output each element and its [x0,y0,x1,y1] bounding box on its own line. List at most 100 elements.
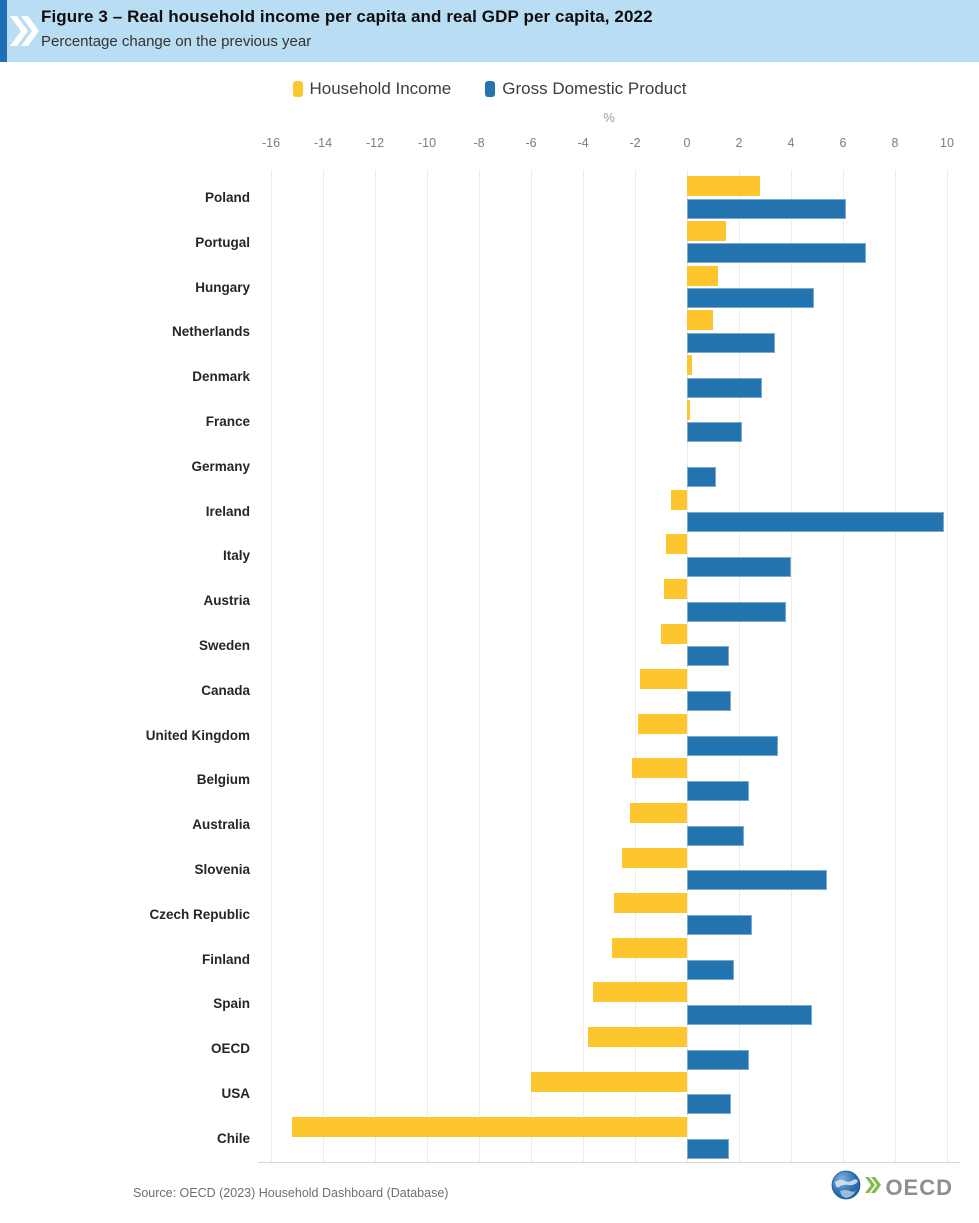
household-income-bar [611,937,687,958]
country-label: Denmark [192,369,250,385]
country-label: Chile [216,1130,250,1146]
country-row: Italy [0,534,979,579]
country-row: France [0,399,979,445]
household-income-bar [640,668,687,689]
gdp-bar [687,556,791,577]
country-row: Slovenia [0,847,979,893]
country-row: Belgium [0,758,979,803]
country-row: Netherlands [0,310,979,355]
legend-item-household-income: Household Income [292,79,452,99]
country-row: Poland [0,176,979,221]
oecd-logo-chevrons-icon [865,1175,882,1200]
country-label: Canada [201,682,250,698]
gdp-bar [687,646,729,667]
bar-rows: Poland Portugal Hungary Netherlands Denmark F… [0,176,979,1162]
axis-tick-label: -6 [525,136,537,150]
household-income-bar [663,579,687,600]
gdp-bar [687,601,786,622]
country-row: Sweden [0,623,979,669]
header-accent-strip [0,0,7,62]
country-label: Sweden [198,637,250,653]
country-row: OECD [0,1027,979,1072]
axis-tick-label: -4 [577,136,589,150]
country-row: Canada [0,668,979,714]
gridline [530,170,532,1162]
axis-tick-label: 8 [891,136,899,150]
axis-tick-label: 2 [735,136,743,150]
gdp-bar [687,467,716,488]
country-label: Poland [204,190,250,205]
legend-label-household-income: Household Income [309,79,452,98]
gdp-bar [687,915,752,936]
axis-tick-label: -10 [417,136,437,150]
oecd-logo-text: OECD [885,1174,953,1200]
country-label: Germany [191,458,250,474]
country-label: Netherlands [171,324,250,340]
axis-tick-label: -16 [261,136,281,150]
gdp-bar [687,243,867,264]
country-row: Australia [0,803,979,848]
household-income-bar [687,265,719,286]
gdp-bar [687,1094,732,1115]
axis-tick-label: -12 [365,136,385,150]
gdp-bar [687,1004,812,1025]
gridline [634,170,636,1162]
axis-tick-label: 0 [683,136,691,150]
country-row: Austria [0,579,979,624]
country-label: Spain [213,996,250,1012]
country-row: Hungary [0,265,979,311]
gridline [374,170,376,1162]
gdp-bar [687,691,732,712]
axis-tick-label: 4 [787,136,795,150]
household-income-bar [588,1027,687,1048]
gridline [426,170,428,1162]
country-row: Portugal [0,220,979,266]
household-income-bar [671,489,687,510]
gridline [738,170,740,1162]
gdp-bar [687,288,815,309]
axis-tick-label: -2 [629,136,641,150]
household-income-bar [593,982,687,1003]
household-income-bar [687,220,726,241]
gdp-bar [687,198,846,219]
country-label: Ireland [205,503,250,519]
household-income-bar [614,892,687,913]
axis-tick-label: 6 [839,136,847,150]
country-label: United Kingdom [145,727,250,743]
household-income-bar [661,623,687,644]
gridline [790,170,792,1162]
country-row: Germany [0,445,979,490]
country-label: OECD [210,1041,250,1057]
household-income-bar [687,310,713,331]
gridline [894,170,896,1162]
figure-subtitle: Percentage change on the previous year [41,33,312,50]
household-income-bar [666,534,687,555]
axis-unit-label: % [603,110,615,125]
gdp-swatch [485,81,496,97]
household-income-bar [531,1071,687,1092]
figure-title: Figure 3 – Real household income per cap… [41,7,653,26]
axis-tick-label: -8 [473,136,485,150]
gdp-bar [687,960,734,981]
gdp-bar [687,332,776,353]
country-row: Chile [0,1116,979,1162]
gridline [946,170,948,1162]
country-row: Czech Republic [0,892,979,938]
household-income-bar [291,1116,687,1137]
gdp-bar [687,870,828,891]
axis-tick-label: -14 [313,136,333,150]
legend-item-gdp: Gross Domestic Product [485,79,687,99]
x-axis-ticks: -16 -14 -12 -10 -8 -6 -4 -2 0 2 4 6 8 10 [258,136,960,152]
gdp-bar [687,825,745,846]
gridline [478,170,480,1162]
gridline [582,170,584,1162]
gridline [842,170,844,1162]
gridline [322,170,324,1162]
source-note: Source: OECD (2023) Household Dashboard … [133,1186,449,1200]
household-income-bar [622,847,687,868]
country-label: Slovenia [194,861,250,877]
household-income-bar [687,399,690,420]
household-income-bar [629,803,687,824]
country-row: Finland [0,937,979,983]
axis-tick-label: 10 [940,136,954,150]
